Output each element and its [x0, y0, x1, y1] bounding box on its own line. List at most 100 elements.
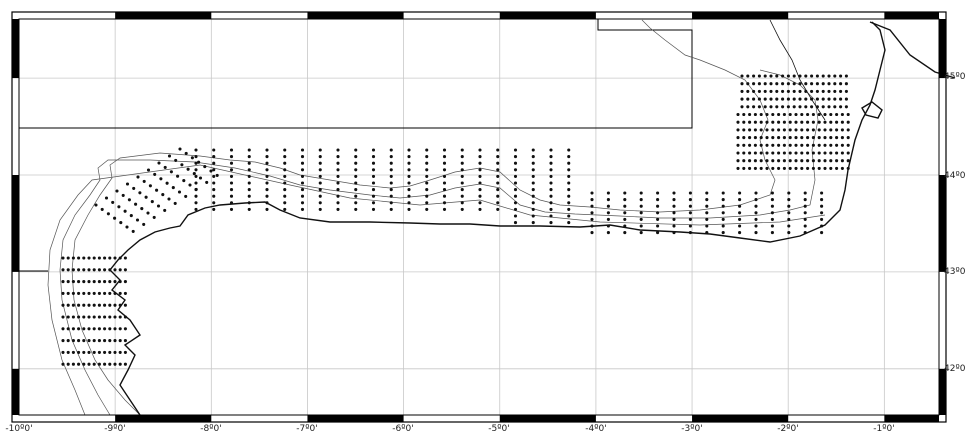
station-point: [752, 89, 756, 93]
station-point: [823, 136, 827, 140]
station-point: [108, 303, 112, 307]
station-point: [425, 161, 429, 165]
station-point: [775, 74, 779, 78]
station-point: [496, 174, 500, 178]
station-point: [759, 143, 763, 147]
lat-label: 42º0': [944, 364, 966, 374]
station-point: [460, 148, 464, 152]
station-point: [656, 191, 660, 195]
frame-bar-top: [692, 12, 789, 19]
station-point: [283, 174, 287, 178]
station-point: [771, 120, 775, 124]
station-point: [478, 194, 482, 198]
station-point: [736, 143, 740, 147]
station-point: [798, 74, 802, 78]
station-point: [800, 112, 804, 117]
station-point: [108, 339, 112, 343]
station-point: [92, 350, 96, 354]
station-point: [752, 82, 756, 86]
station-point: [835, 166, 839, 170]
station-point: [61, 280, 65, 284]
station-point: [759, 151, 763, 155]
station-point: [748, 151, 752, 155]
station-point: [833, 89, 837, 93]
station-point: [811, 120, 815, 124]
frame-bar-top: [307, 12, 404, 19]
station-point: [844, 74, 848, 78]
station-point: [835, 128, 839, 132]
station-point: [407, 161, 411, 165]
station-point: [823, 143, 827, 147]
station-point: [811, 143, 815, 147]
station-point: [531, 155, 535, 159]
station-point: [623, 231, 627, 235]
station-point: [803, 231, 807, 235]
station-point: [765, 128, 769, 132]
station-point: [513, 161, 518, 165]
station-point: [781, 97, 785, 101]
station-point: [188, 183, 192, 187]
station-point: [840, 136, 844, 140]
station-point: [283, 181, 287, 185]
station-point: [815, 97, 819, 101]
station-point: [777, 166, 781, 170]
station-point: [167, 197, 171, 201]
station-point: [786, 105, 790, 109]
station-point: [839, 74, 843, 78]
station-point: [425, 155, 429, 159]
station-point: [177, 190, 182, 194]
station-point: [371, 181, 376, 185]
station-point: [442, 168, 447, 172]
station-point: [300, 181, 305, 185]
station-point: [771, 151, 775, 155]
station-point: [672, 231, 676, 235]
station-point: [118, 339, 122, 343]
station-point: [371, 174, 376, 178]
station-point: [770, 224, 774, 228]
frame-bar-top: [115, 12, 212, 19]
station-point: [815, 89, 819, 93]
station-point: [846, 143, 850, 147]
station-point: [567, 188, 571, 192]
station-point: [113, 315, 117, 319]
station-point: [736, 159, 740, 163]
station-point: [736, 112, 740, 117]
station-point: [113, 280, 117, 284]
station-point: [318, 194, 322, 198]
station-point: [318, 168, 322, 172]
station-point: [194, 155, 198, 159]
station-point: [820, 198, 824, 202]
station-point: [759, 112, 763, 117]
station-point: [148, 184, 152, 188]
station-point: [123, 268, 127, 272]
station-point: [806, 159, 810, 163]
station-point: [212, 161, 216, 165]
station-point: [705, 217, 709, 221]
station-point: [97, 362, 101, 366]
station-point: [407, 181, 411, 185]
station-point: [786, 97, 790, 101]
station-point: [567, 161, 571, 165]
station-point: [66, 268, 70, 272]
station-point: [803, 224, 807, 228]
station-point: [835, 151, 839, 155]
station-point: [531, 168, 535, 172]
station-point: [823, 112, 827, 117]
station-point: [775, 97, 779, 101]
station-point: [820, 224, 824, 228]
station-point: [800, 136, 804, 140]
station-point: [752, 97, 756, 101]
lon-label: -2º0': [777, 424, 798, 434]
station-point: [606, 204, 610, 208]
station-point: [496, 168, 500, 172]
station-point: [300, 194, 305, 198]
station-point: [781, 105, 785, 109]
station-point: [803, 198, 807, 202]
lat-label: 44º0': [944, 171, 966, 181]
station-point: [131, 229, 135, 233]
station-point: [748, 136, 752, 140]
station-point: [740, 82, 744, 86]
station-point: [61, 303, 65, 307]
station-point: [792, 105, 796, 109]
station-point: [92, 256, 96, 260]
